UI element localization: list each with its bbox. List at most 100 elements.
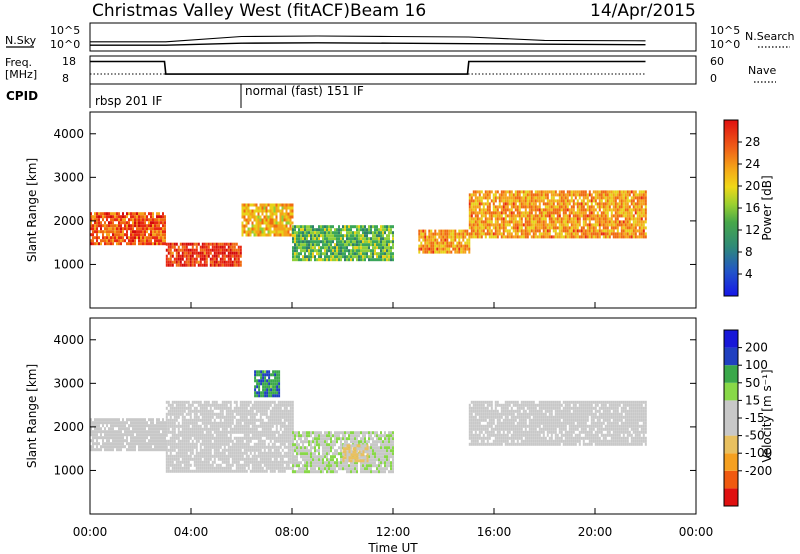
- heatmap-cell: [336, 431, 338, 435]
- heatmap-cell: [104, 418, 106, 422]
- heatmap-cell: [644, 235, 647, 239]
- heatmap-cell: [209, 433, 212, 437]
- heatmap-cell: [275, 230, 278, 234]
- heatmap-cell: [283, 418, 286, 422]
- heatmap-cell: [130, 433, 132, 437]
- heatmap-cell: [265, 233, 268, 237]
- heatmap-cell: [120, 448, 122, 452]
- heatmap-cell: [458, 247, 461, 251]
- heatmap-cell: [304, 449, 306, 453]
- heatmap-cell: [534, 232, 537, 236]
- heatmap-cell: [108, 418, 110, 422]
- heatmap-cell: [632, 196, 635, 200]
- heatmap-cell: [263, 442, 266, 446]
- heatmap-cell: [620, 211, 623, 215]
- heatmap-cell: [328, 225, 330, 229]
- heatmap-cell: [265, 430, 268, 434]
- heatmap-cell: [488, 223, 491, 227]
- heatmap-cell: [205, 409, 208, 413]
- heatmap-cell: [221, 424, 224, 428]
- heatmap-cell: [110, 218, 112, 222]
- heatmap-cell: [518, 217, 521, 221]
- heatmap-cell: [209, 421, 212, 425]
- nsky-label: N.Sky: [5, 34, 37, 47]
- heatmap-cell: [171, 412, 174, 416]
- heatmap-cell: [239, 263, 242, 267]
- heatmap-cell: [482, 211, 485, 215]
- heatmap-cell: [265, 427, 268, 431]
- heatmap-cell: [273, 430, 276, 434]
- heatmap-cell: [273, 233, 276, 237]
- heatmap-cell: [160, 236, 162, 240]
- heatmap-cell: [558, 229, 561, 233]
- heatmap-cell: [376, 258, 378, 262]
- heatmap-cell: [267, 451, 270, 455]
- heatmap-cell: [134, 224, 136, 228]
- heatmap-cell: [532, 235, 535, 239]
- heatmap-cell: [158, 421, 160, 425]
- heatmap-cell: [193, 460, 196, 464]
- heatmap-cell: [203, 257, 206, 261]
- heatmap-cell: [306, 237, 308, 241]
- heatmap-cell: [576, 199, 579, 203]
- heatmap-cell: [233, 430, 236, 434]
- heatmap-cell: [148, 212, 150, 216]
- heatmap-cell: [251, 466, 254, 470]
- heatmap-cell: [518, 226, 521, 230]
- heatmap-cell: [179, 242, 182, 246]
- heatmap-cell: [292, 434, 294, 438]
- heatmap-cell: [158, 218, 160, 222]
- heatmap-cell: [277, 463, 280, 467]
- heatmap-cell: [292, 252, 294, 256]
- heatmap-cell: [442, 232, 445, 236]
- heatmap-cell: [169, 403, 172, 407]
- heatmap-cell: [568, 232, 571, 236]
- heatmap-cell: [542, 208, 545, 212]
- heatmap-cell: [564, 211, 567, 215]
- heatmap-cell: [219, 442, 222, 446]
- heatmap-cell: [386, 237, 388, 241]
- heatmap-cell: [219, 263, 222, 267]
- heatmap-cell: [620, 214, 623, 218]
- heatmap-cell: [263, 460, 266, 464]
- heatmap-cell: [150, 230, 152, 234]
- heatmap-cell: [336, 252, 338, 256]
- heatmap-cell: [514, 196, 517, 200]
- heatmap-cell: [500, 190, 503, 194]
- heatmap-cell: [634, 196, 637, 200]
- heatmap-cell: [498, 214, 501, 218]
- heatmap-cell: [203, 457, 206, 461]
- heatmap-cell: [98, 448, 100, 452]
- heatmap-cell: [540, 232, 543, 236]
- heatmap-cell: [456, 232, 459, 236]
- heatmap-cell: [364, 234, 366, 238]
- heatmap-cell: [548, 217, 551, 221]
- heatmap-cell: [332, 225, 334, 229]
- heatmap-cell: [271, 224, 274, 228]
- heatmap-cell: [245, 409, 248, 413]
- heatmap-cell: [594, 226, 597, 230]
- heatmap-cell: [247, 460, 250, 464]
- heatmap-cell: [386, 258, 388, 262]
- heatmap-cell: [263, 230, 266, 234]
- heatmap-cell: [217, 451, 220, 455]
- heatmap-cell: [201, 439, 204, 443]
- heatmap-cell: [217, 454, 220, 458]
- heatmap-cell: [644, 217, 647, 221]
- heatmap-cell: [287, 221, 290, 225]
- heatmap-cell: [134, 236, 136, 240]
- heatmap-cell: [277, 439, 280, 443]
- heatmap-cell: [217, 260, 220, 264]
- heatmap-cell: [492, 205, 495, 209]
- heatmap-cell: [562, 196, 565, 200]
- heatmap-cell: [213, 454, 216, 458]
- heatmap-cell: [90, 433, 92, 437]
- heatmap-cell: [106, 242, 108, 246]
- heatmap-cell: [576, 223, 579, 227]
- heatmap-cell: [298, 443, 300, 447]
- heatmap-cell: [302, 255, 304, 259]
- heatmap-cell: [560, 199, 563, 203]
- heatmap-cell: [472, 232, 475, 236]
- heatmap-cell: [211, 469, 214, 473]
- heatmap-cell: [221, 257, 224, 261]
